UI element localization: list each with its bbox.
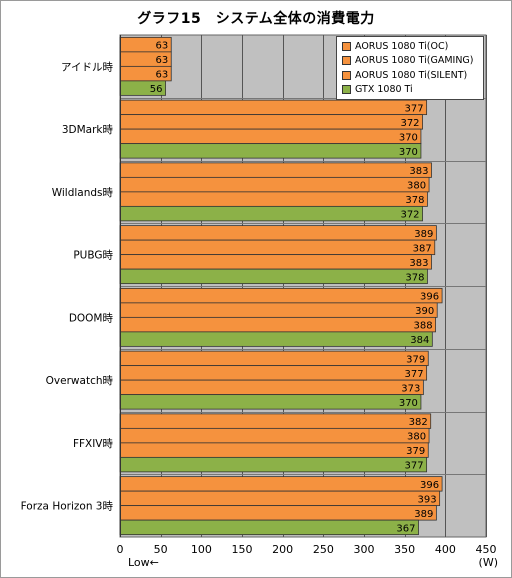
chart-title: グラフ15 システム全体の消費電力 xyxy=(137,11,375,27)
data-label: 390 xyxy=(415,306,434,317)
bar xyxy=(119,191,428,207)
data-label: 389 xyxy=(414,229,433,240)
bar xyxy=(119,268,428,285)
data-label: 63 xyxy=(156,41,169,52)
bar xyxy=(119,316,436,333)
data-label: 56 xyxy=(150,84,163,95)
data-label: 63 xyxy=(156,55,169,66)
x-tick-label: 150 xyxy=(232,543,253,556)
legend-label: AORUS 1080 Ti(GAMING) xyxy=(355,55,474,67)
data-label: 384 xyxy=(410,335,429,346)
bar xyxy=(119,456,428,473)
bar xyxy=(119,394,422,410)
category-label: DOOM時 xyxy=(69,312,114,324)
bar xyxy=(119,254,432,270)
data-label: 367 xyxy=(396,523,415,534)
data-label: 383 xyxy=(409,258,428,269)
data-label: 370 xyxy=(399,132,418,143)
bar xyxy=(119,162,432,178)
x-axis-low-label: Low← xyxy=(128,556,159,569)
bar xyxy=(119,239,436,256)
bar xyxy=(119,505,437,521)
data-label: 380 xyxy=(407,432,426,443)
x-tick-label: 400 xyxy=(435,543,456,556)
bar xyxy=(119,176,430,193)
data-label: 393 xyxy=(418,494,437,505)
data-label: 377 xyxy=(405,103,424,114)
bar xyxy=(119,331,433,347)
bar xyxy=(119,379,424,396)
category-label: Wildlands時 xyxy=(52,187,114,199)
x-axis-unit-label: (W) xyxy=(478,556,498,569)
data-label: 370 xyxy=(399,147,418,158)
bar xyxy=(119,205,423,222)
bar xyxy=(119,287,443,304)
data-label: 370 xyxy=(399,398,418,409)
category-label: 3DMark時 xyxy=(62,124,114,136)
data-label: 63 xyxy=(156,70,169,81)
data-label: 372 xyxy=(400,210,419,221)
legend-label: AORUS 1080 Ti(OC) xyxy=(355,40,449,52)
bar xyxy=(119,225,437,241)
data-label: 378 xyxy=(405,272,424,283)
data-label: 379 xyxy=(406,354,425,365)
x-tick-label: 200 xyxy=(272,543,293,556)
data-label: 379 xyxy=(406,446,425,457)
legend: AORUS 1080 Ti(OC) AORUS 1080 Ti(GAMING) AO… xyxy=(336,36,484,100)
data-label: 372 xyxy=(400,118,419,129)
x-tick-label: 300 xyxy=(354,543,375,556)
category-label: アイドル時 xyxy=(61,61,113,73)
legend-swatch xyxy=(342,70,351,80)
category-label: Forza Horizon 3時 xyxy=(21,501,114,513)
data-label: 396 xyxy=(420,480,439,491)
bar xyxy=(119,99,428,116)
x-tick-label: 0 xyxy=(117,543,124,556)
bar xyxy=(119,350,429,367)
data-label: 377 xyxy=(405,369,424,380)
data-label: 388 xyxy=(413,321,432,332)
data-label: 387 xyxy=(413,243,432,254)
bar xyxy=(119,476,443,492)
x-tick-label: 350 xyxy=(394,543,415,556)
data-label: 373 xyxy=(401,383,420,394)
category-label: FFXIV時 xyxy=(73,438,114,450)
data-label: 396 xyxy=(420,292,439,303)
legend-item: AORUS 1080 Ti(GAMING) xyxy=(342,54,479,69)
x-tick-label: 250 xyxy=(313,543,334,556)
data-label: 380 xyxy=(407,181,426,192)
category-label: Overwatch時 xyxy=(46,375,114,387)
data-label: 382 xyxy=(409,417,428,428)
bar xyxy=(119,519,419,536)
data-label: 378 xyxy=(405,195,424,206)
data-label: 377 xyxy=(405,461,424,472)
bar xyxy=(119,128,422,145)
legend-item: AORUS 1080 Ti(OC) xyxy=(342,39,479,54)
category-label: PUBG時 xyxy=(73,250,113,262)
x-tick-label: 100 xyxy=(191,543,212,556)
legend-item: AORUS 1080 Ti(SILENT) xyxy=(342,68,479,83)
bar xyxy=(119,365,428,381)
bar xyxy=(119,143,422,159)
legend-swatch xyxy=(342,56,351,66)
legend-label: AORUS 1080 Ti(SILENT) xyxy=(355,69,468,81)
bar xyxy=(119,442,429,458)
legend-item: GTX 1080 Ti xyxy=(342,83,479,98)
bar xyxy=(119,302,438,318)
data-label: 389 xyxy=(414,509,433,520)
bar xyxy=(119,427,430,444)
legend-swatch xyxy=(342,41,351,51)
x-tick-label: 50 xyxy=(154,543,168,556)
bar xyxy=(119,490,441,507)
legend-swatch xyxy=(342,85,351,95)
x-tick-label: 450 xyxy=(476,543,497,556)
bar xyxy=(119,114,423,130)
legend-label: GTX 1080 Ti xyxy=(355,84,413,96)
data-label: 383 xyxy=(409,166,428,177)
bar xyxy=(119,413,432,429)
